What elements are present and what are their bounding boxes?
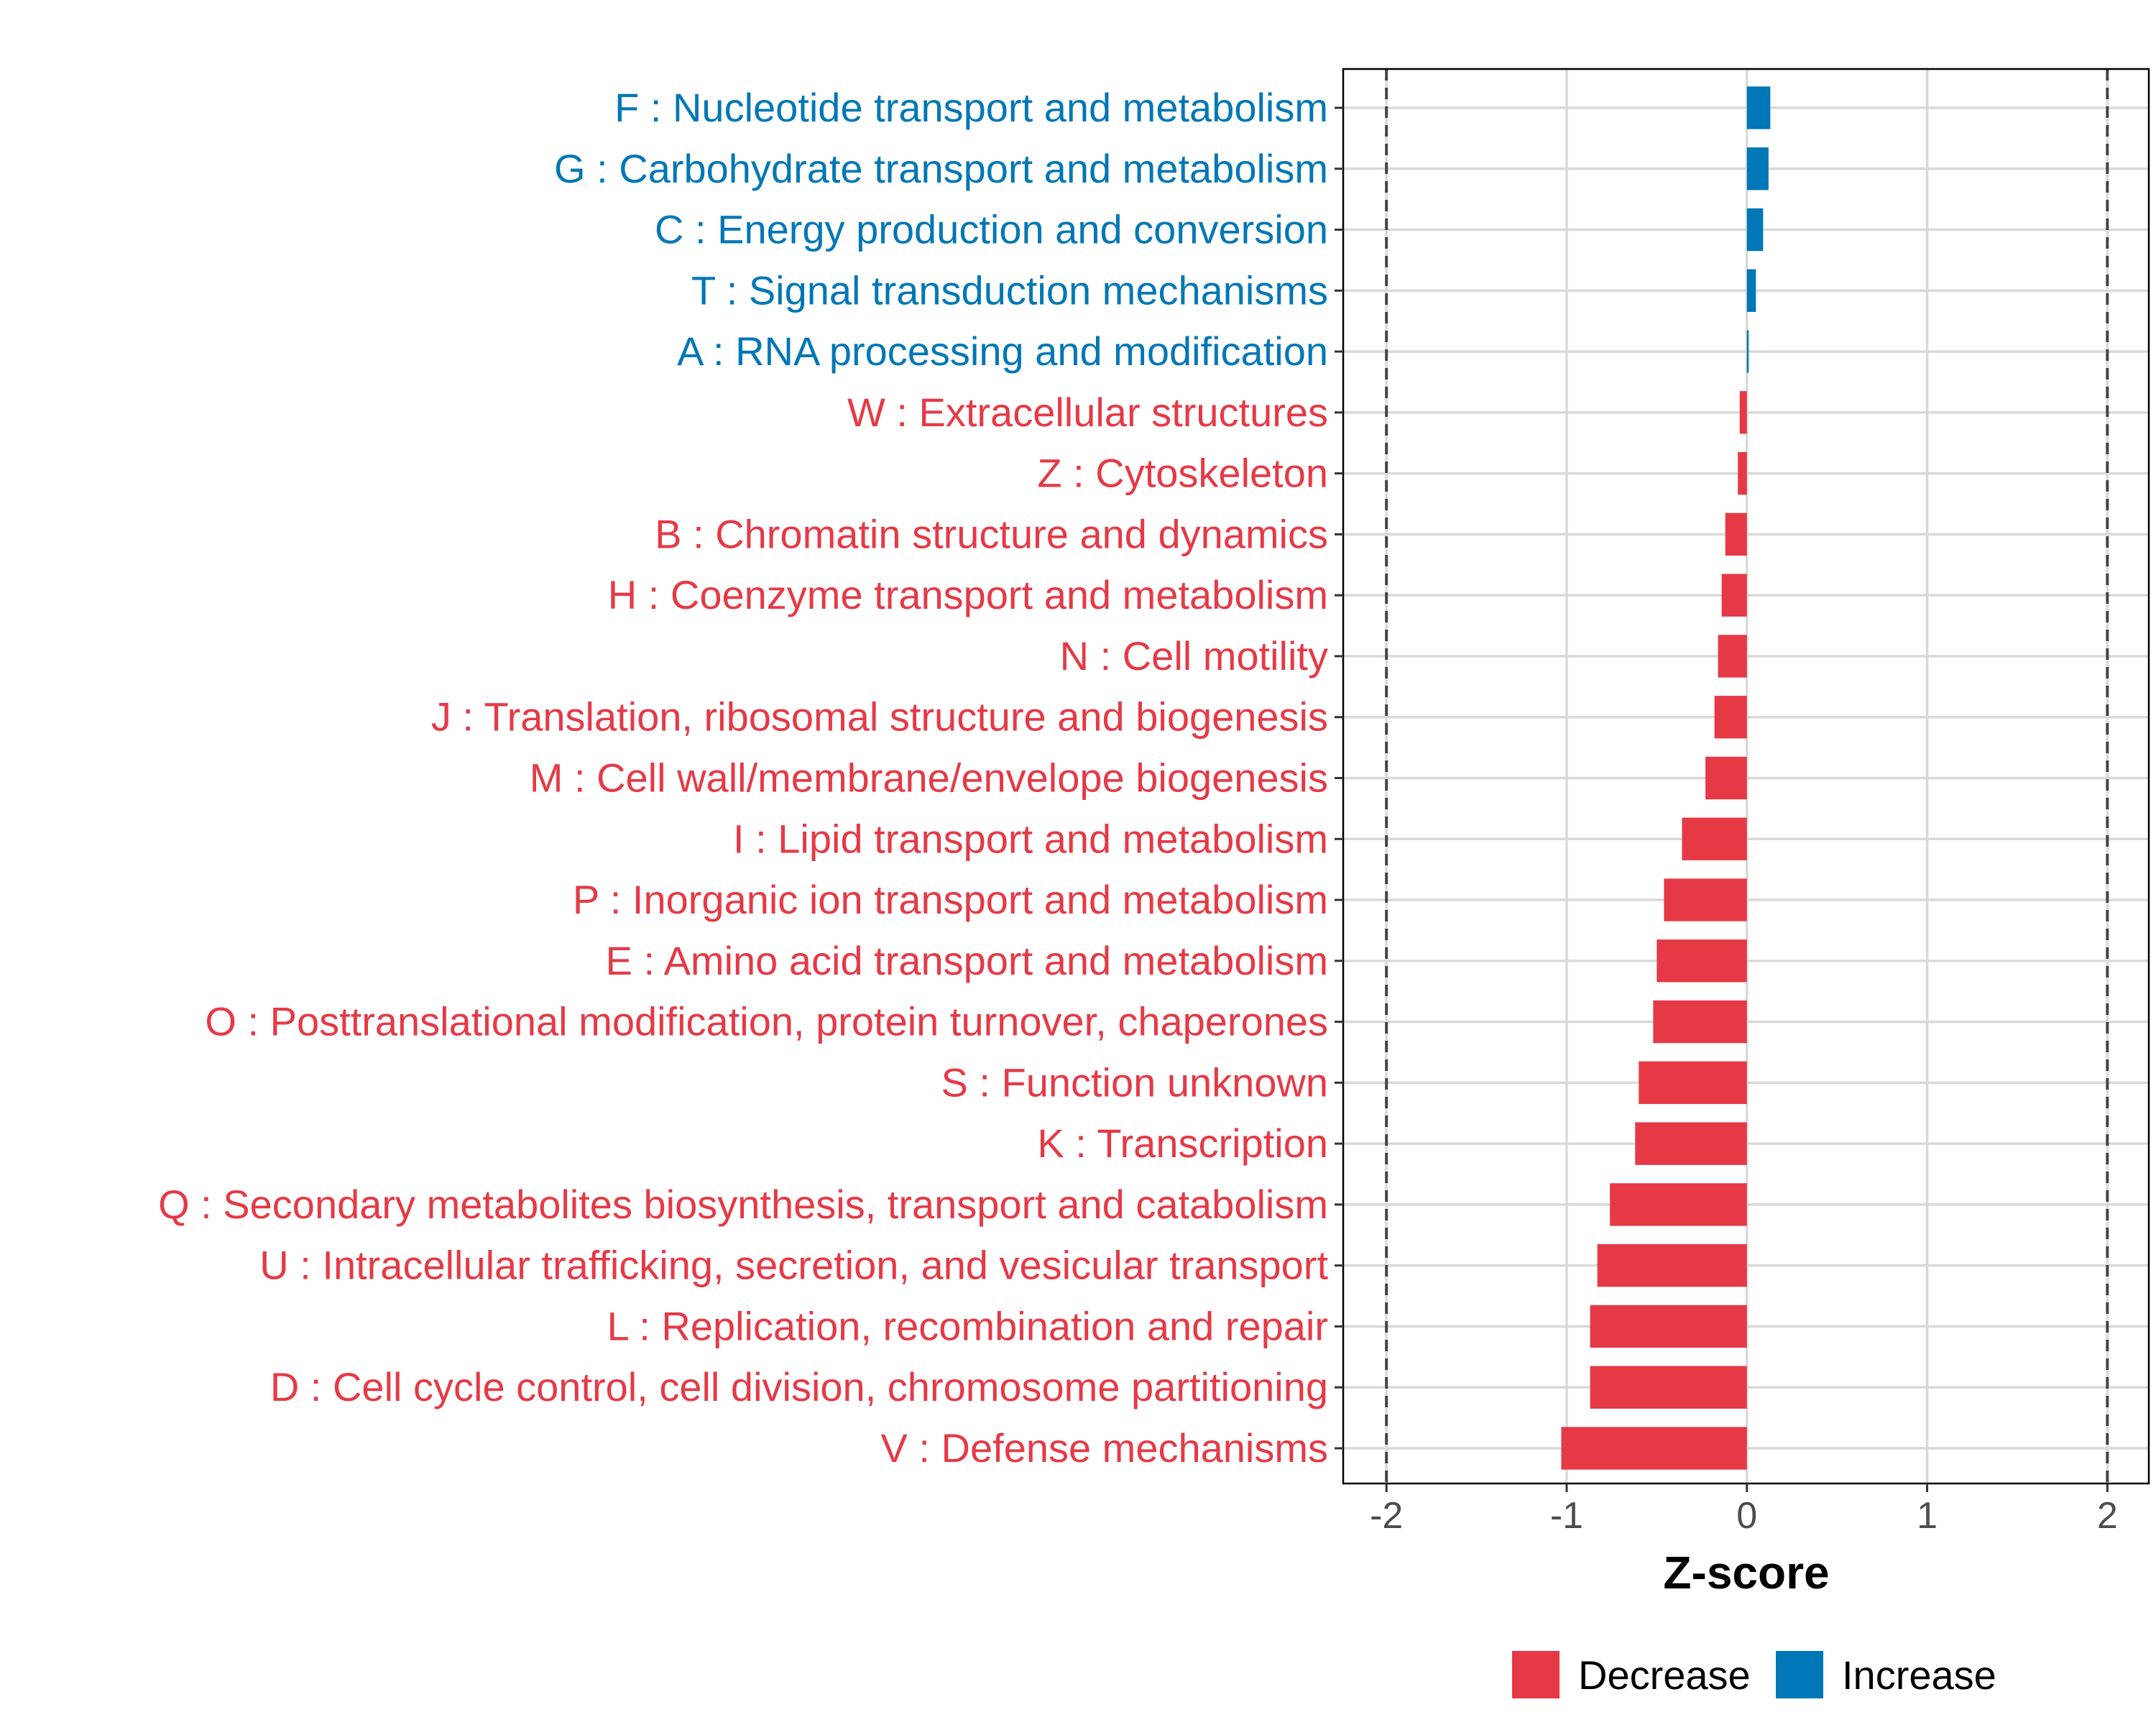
category-label: Z : Cytoskeleton	[1037, 451, 1328, 496]
x-axis-ticks: -2 -1 0 1 2	[1370, 1484, 2118, 1537]
bar	[1721, 574, 1747, 617]
category-label: P : Inorganic ion transport and metaboli…	[573, 877, 1328, 922]
category-label: M : Cell wall/membrane/envelope biogenes…	[530, 755, 1328, 801]
category-label: T : Signal transduction mechanisms	[691, 267, 1328, 313]
x-axis-title: Z-score	[1663, 1547, 1829, 1598]
bar	[1657, 939, 1747, 983]
category-label: F : Nucleotide transport and metabolism	[614, 85, 1328, 130]
category-label: H : Coenzyme transport and metabolism	[608, 572, 1328, 617]
bar	[1590, 1366, 1747, 1409]
bars	[1561, 86, 1771, 1470]
bar	[1718, 635, 1747, 678]
x-tick-label: -2	[1370, 1495, 1403, 1537]
category-label: L : Replication, recombination and repai…	[607, 1303, 1328, 1348]
category-label: U : Intracellular trafficking, secretion…	[259, 1243, 1328, 1288]
category-label: Q : Secondary metabolites biosynthesis, …	[158, 1182, 1328, 1227]
category-labels: F : Nucleotide transport and metabolism G…	[158, 85, 1343, 1471]
bar	[1739, 391, 1747, 434]
category-label: D : Cell cycle control, cell division, c…	[270, 1364, 1328, 1409]
legend: Decrease Increase	[1512, 1651, 1996, 1698]
bar	[1597, 1244, 1747, 1287]
legend-key-decrease	[1512, 1651, 1560, 1698]
bar	[1610, 1183, 1747, 1226]
legend-label-decrease: Decrease	[1578, 1652, 1751, 1698]
category-label: B : Chromatin structure and dynamics	[655, 511, 1328, 556]
bar	[1664, 878, 1747, 921]
bar	[1635, 1122, 1747, 1165]
legend-label-increase: Increase	[1842, 1652, 1996, 1698]
category-label: C : Energy production and conversion	[655, 207, 1328, 252]
category-label: I : Lipid transport and metabolism	[733, 816, 1328, 861]
bar	[1705, 756, 1747, 800]
legend-key-increase	[1776, 1651, 1823, 1698]
x-tick-label: -1	[1550, 1495, 1583, 1537]
x-tick-label: 2	[2097, 1495, 2118, 1537]
category-label: V : Defense mechanisms	[881, 1425, 1328, 1471]
category-label: A : RNA processing and modification	[677, 328, 1328, 374]
bar	[1746, 269, 1756, 312]
bar	[1746, 147, 1769, 190]
bar	[1561, 1427, 1747, 1470]
bar	[1639, 1061, 1747, 1105]
bar	[1738, 451, 1747, 495]
category-label: K : Transcription	[1037, 1121, 1328, 1166]
bar	[1653, 1000, 1747, 1044]
bar	[1725, 512, 1747, 556]
category-label: W : Extracellular structures	[847, 390, 1328, 435]
bar	[1746, 86, 1771, 129]
category-label: N : Cell motility	[1060, 633, 1328, 678]
reference-lines	[1385, 69, 2109, 1484]
bar	[1746, 330, 1749, 373]
x-tick-label: 1	[1917, 1495, 1938, 1537]
category-label: E : Amino acid transport and metabolism	[606, 938, 1328, 983]
bar	[1714, 696, 1747, 739]
category-label: O : Posttranslational modification, prot…	[205, 999, 1328, 1044]
bar	[1746, 208, 1764, 252]
bar	[1682, 817, 1747, 860]
category-label: G : Carbohydrate transport and metabolis…	[554, 146, 1328, 191]
category-label: S : Function unknown	[941, 1059, 1328, 1105]
bar	[1590, 1305, 1747, 1348]
x-tick-label: 0	[1736, 1495, 1757, 1537]
category-label: J : Translation, ribosomal structure and…	[431, 694, 1328, 740]
